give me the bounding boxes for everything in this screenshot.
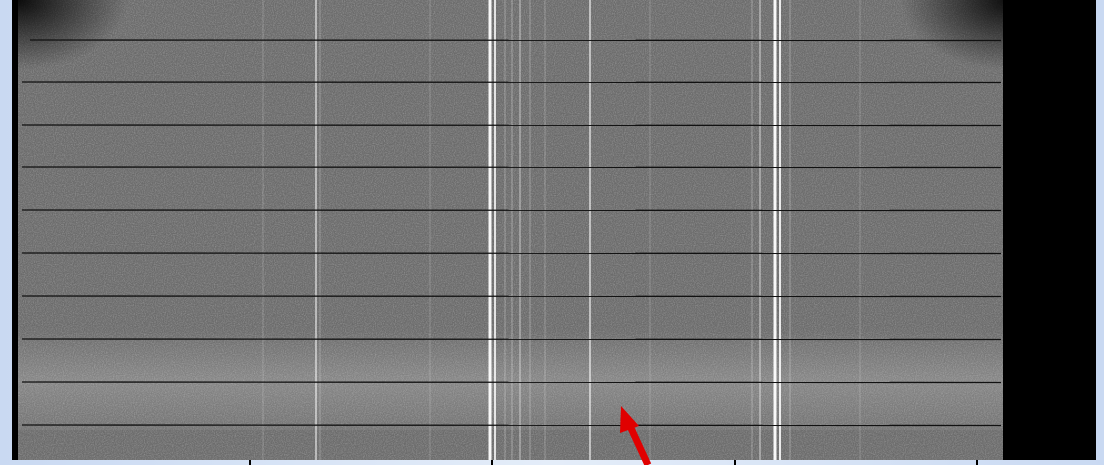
slit-separator (22, 425, 1001, 426)
slit-separator (22, 82, 1001, 83)
slit-separator (22, 339, 1001, 340)
bright-band (18, 330, 1004, 430)
slit-separator (22, 210, 1001, 211)
corner-vignette (18, 0, 128, 70)
slit-separator (22, 382, 1001, 383)
slit-separator (22, 167, 1001, 168)
dark-region (1003, 0, 1096, 460)
corner-vignette (900, 0, 1010, 70)
axis-ticks (250, 460, 977, 465)
slit-separator (22, 125, 1001, 126)
slit-separator (22, 253, 1001, 254)
slit-separator (30, 40, 1001, 41)
slit-separator (22, 296, 1001, 297)
